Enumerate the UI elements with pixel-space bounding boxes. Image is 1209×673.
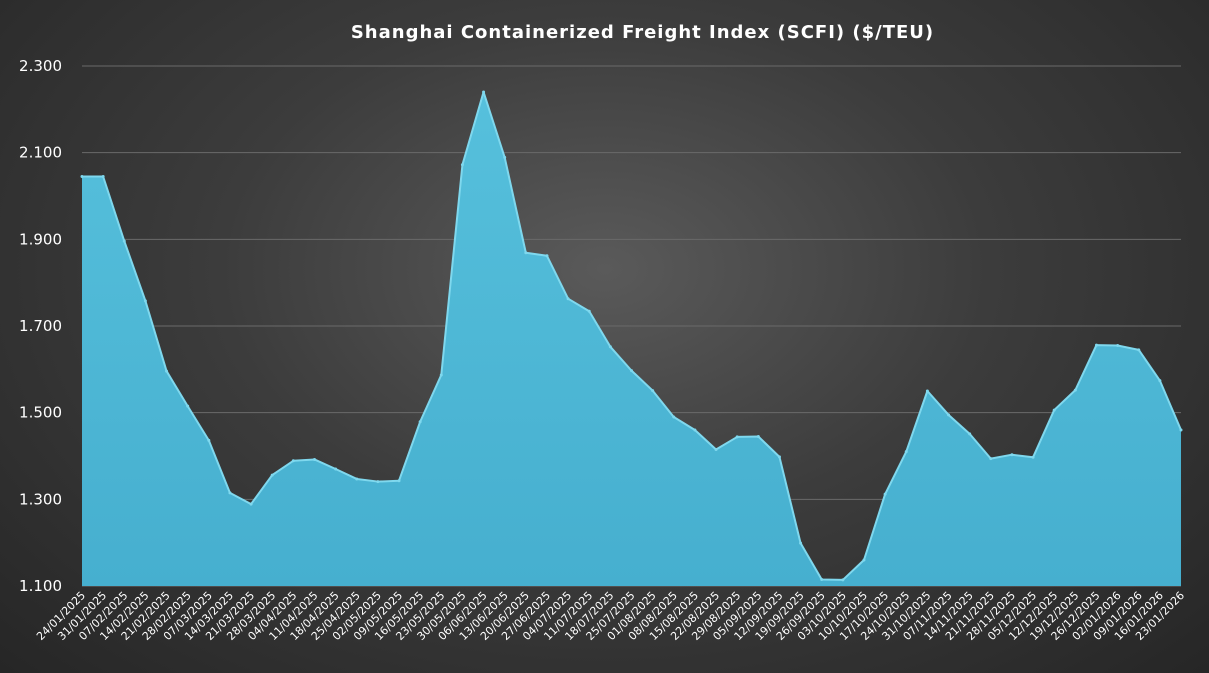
data-point [587, 309, 591, 313]
data-point [947, 413, 951, 417]
data-point [777, 455, 781, 459]
data-point [439, 373, 443, 377]
data-point [904, 450, 908, 454]
y-tick-label: 1.500 [19, 404, 62, 422]
data-point [1094, 343, 1098, 347]
data-point [545, 254, 549, 258]
data-point [165, 369, 169, 373]
data-point [714, 448, 718, 451]
series-area [80, 90, 1183, 586]
data-point [291, 459, 295, 463]
data-point [1031, 455, 1035, 459]
y-tick-label: 2.100 [19, 144, 62, 162]
data-point [397, 479, 401, 483]
data-point [355, 477, 359, 481]
chart-title: Shanghai Containerized Freight Index (SC… [350, 22, 935, 43]
data-point [270, 473, 274, 477]
y-tick-label: 2.300 [19, 57, 62, 75]
data-point [630, 369, 633, 373]
data-point [1052, 408, 1056, 412]
data-point [312, 457, 316, 461]
series-area-fill [82, 92, 1181, 586]
data-point [460, 163, 464, 167]
data-point [672, 415, 676, 419]
data-point [143, 299, 147, 303]
data-point [989, 457, 993, 461]
data-point [1137, 348, 1141, 352]
data-point [207, 438, 211, 442]
data-point [608, 345, 612, 349]
data-point [693, 428, 697, 432]
y-tick-label: 1.900 [19, 230, 62, 248]
data-point [503, 155, 507, 159]
y-tick-label: 1.700 [19, 317, 62, 335]
data-point [1158, 379, 1162, 383]
data-point [122, 239, 126, 243]
y-tick-label: 1.300 [19, 490, 62, 508]
data-point [418, 420, 422, 424]
data-point [756, 435, 760, 438]
data-point [376, 480, 380, 484]
data-point [80, 175, 84, 178]
data-point [862, 558, 866, 562]
data-point [1010, 453, 1014, 457]
data-point [799, 541, 803, 545]
data-point [883, 492, 887, 496]
data-point [482, 90, 486, 94]
data-point [735, 435, 739, 439]
x-axis-ticks: 24/01/202531/01/202507/02/202514/02/2025… [34, 589, 1187, 643]
data-point [1116, 344, 1120, 347]
data-point [228, 491, 232, 495]
data-point [566, 297, 570, 301]
data-point [186, 404, 190, 408]
data-point [820, 578, 824, 581]
data-point [651, 389, 655, 393]
data-point [524, 251, 528, 255]
data-point [334, 467, 338, 471]
data-point [1073, 388, 1077, 392]
data-point [101, 175, 105, 178]
data-point [249, 502, 253, 506]
data-point [925, 389, 929, 393]
y-tick-label: 1.100 [19, 577, 62, 595]
data-point [968, 432, 972, 436]
data-point [1179, 428, 1183, 432]
y-axis-ticks: 1.100 1.300 1.500 1.700 1.900 2.100 2.300 [19, 57, 62, 595]
data-point [841, 578, 845, 582]
